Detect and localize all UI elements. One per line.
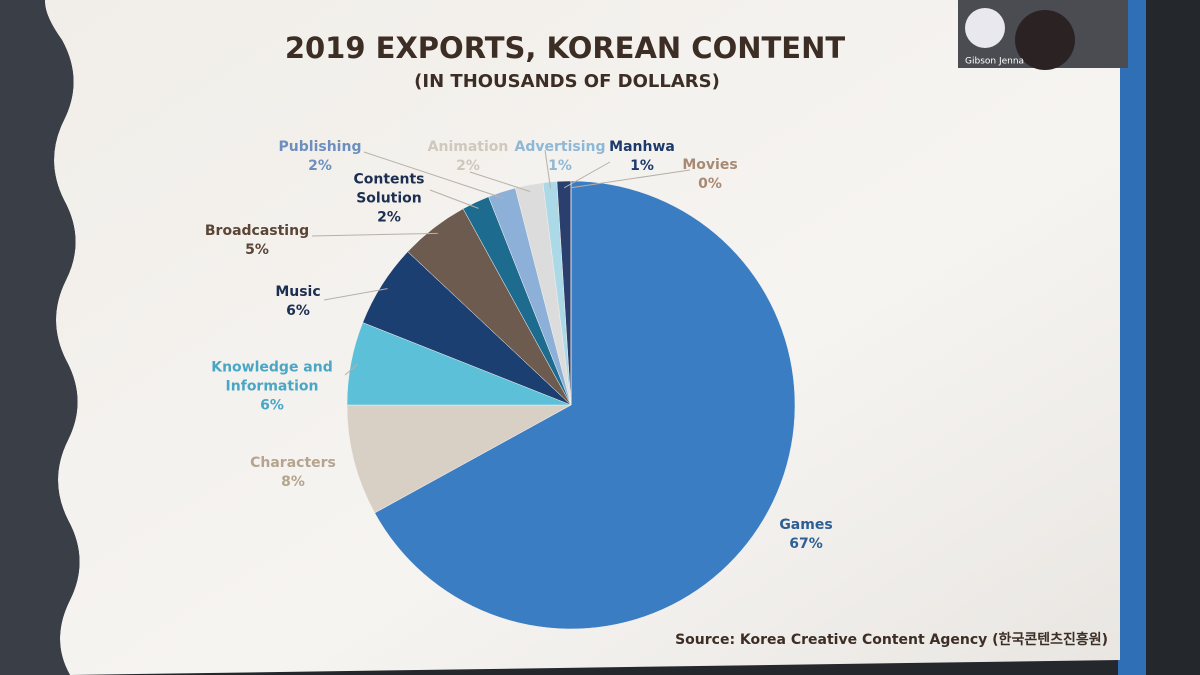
value-label: 2% [377, 209, 401, 226]
category-label: Movies [682, 157, 738, 173]
chart-subtitle: (IN THOUSANDS OF DOLLARS) [414, 71, 720, 92]
value-label: 2% [308, 158, 332, 174]
category-label: Games [779, 517, 833, 533]
category-label: Publishing [278, 139, 362, 155]
webcam-person [1015, 10, 1075, 70]
value-label: 6% [260, 397, 284, 414]
leader-line [544, 149, 552, 189]
leader-line [363, 151, 505, 199]
category-label: Advertising [514, 139, 606, 155]
slice-label: Manhwa 1% [582, 138, 702, 176]
slice-label: Movies 0% [650, 156, 770, 194]
source-note: Source: Korea Creative Content Agency (한… [675, 631, 1108, 648]
slice-label: Games 67% [746, 516, 866, 554]
category-label: Animation [427, 139, 509, 155]
participant-name: Gibson Jenna [965, 57, 1024, 67]
category-label: Knowledge and Information [211, 359, 333, 395]
slice-label: Music 6% [238, 283, 358, 321]
leader-line [563, 161, 611, 189]
value-label: 2% [456, 158, 480, 174]
slice-label: Knowledge and Information 6% [207, 359, 337, 416]
leader-line [311, 232, 438, 237]
category-label: Contents Solution [353, 171, 425, 207]
window-strip [1118, 0, 1146, 675]
slice-label: Advertising 1% [500, 138, 620, 176]
pie-slice [346, 404, 572, 514]
slice-label: Characters 8% [233, 454, 353, 492]
leader-line [344, 363, 358, 376]
slice-label: Animation 2% [408, 138, 528, 176]
leader-line [469, 171, 531, 193]
pie-slice [374, 180, 796, 630]
leader-line [323, 288, 388, 301]
category-label: Manhwa [609, 139, 675, 155]
value-label: 67% [789, 536, 823, 552]
slice-label: Contents Solution 2% [349, 171, 429, 228]
webcam-logo [965, 8, 1005, 48]
slice-label: Publishing 2% [260, 138, 380, 176]
value-label: 6% [286, 303, 310, 319]
value-label: 5% [245, 242, 269, 258]
value-label: 0% [698, 176, 722, 192]
chart-title: 2019 EXPORTS, KOREAN CONTENT [285, 31, 846, 65]
category-label: Broadcasting [204, 223, 310, 239]
leader-line [570, 169, 691, 189]
slice-label: Broadcasting 5% [197, 222, 317, 260]
value-label: 8% [281, 474, 305, 490]
leader-line [429, 189, 479, 209]
value-label: 1% [630, 158, 654, 174]
category-label: Music [275, 284, 321, 300]
category-label: Characters [250, 455, 336, 471]
value-label: 1% [548, 158, 572, 174]
slide-edge [0, 0, 80, 675]
